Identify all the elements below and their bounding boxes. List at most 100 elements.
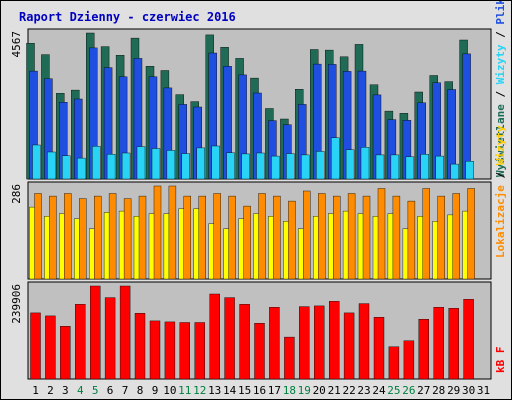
bar-lokalizacje-day-30 [467, 188, 475, 280]
day-label-12: 12 [193, 384, 206, 397]
legend-mid-part-2: Wizyty [494, 125, 507, 165]
day-label-3: 3 [62, 384, 69, 397]
bar-pliki-day-4 [77, 157, 86, 180]
y-max-label: 286 [10, 184, 23, 204]
panel-3: 239906 [10, 281, 492, 380]
day-labels: 1 2 3 4 5 6 7 8 9 10 11 12 13 14 15 16 17 18 19 20 21 22 23 24 2… [32, 384, 490, 397]
bar-pliki-day-27 [420, 153, 429, 180]
bar-kb-day-6 [104, 297, 116, 380]
bar-pliki-day-1 [32, 144, 41, 180]
bar-pliki-day-24 [375, 154, 385, 180]
bar-pliki-day-13 [211, 145, 220, 180]
bar-lokalizacje-day-24 [377, 188, 386, 280]
bar-pliki-day-2 [47, 151, 56, 180]
bar-lokalizacje-day-29 [452, 193, 460, 280]
bar-lokalizacje-day-23 [362, 195, 371, 280]
legend-top-part-1: / [494, 84, 507, 104]
day-label-13: 13 [208, 384, 221, 397]
bar-pliki-day-8 [136, 146, 146, 180]
bar-lokalizacje-day-25 [392, 195, 401, 280]
bar-pliki-day-28 [435, 155, 444, 180]
bar-kb-day-5 [89, 285, 101, 380]
legend-top-part-4: Pliki [494, 1, 507, 25]
bar-kb-day-3 [60, 326, 71, 380]
day-label-2: 2 [47, 384, 54, 397]
bar-pliki-day-12 [196, 147, 206, 180]
bar-lokalizacje-day-3 [64, 193, 72, 280]
bar-lokalizacje-day-18 [288, 200, 296, 280]
bar-lokalizacje-day-13 [213, 193, 221, 280]
bar-lokalizacje-day-22 [347, 193, 356, 280]
day-label-25: 25 [387, 384, 400, 397]
legend-top-part-0: Wyświetlane [494, 104, 507, 177]
bar-kb-day-26 [403, 340, 415, 380]
bar-lokalizacje-day-17 [273, 195, 281, 280]
bar-kb-day-25 [388, 346, 400, 380]
bar-kb-day-10 [164, 321, 176, 380]
bar-pliki-day-6 [106, 153, 116, 180]
panel-2: 286 [10, 181, 492, 280]
bar-kb-day-4 [75, 304, 86, 380]
bar-pliki-day-9 [151, 148, 161, 180]
day-label-9: 9 [152, 384, 159, 397]
bar-lokalizacje-day-12 [198, 195, 207, 280]
bar-lokalizacje-day-20 [318, 193, 326, 280]
day-label-26: 26 [402, 384, 415, 397]
y-max-label: 4567 [10, 31, 23, 58]
day-label-22: 22 [342, 384, 355, 397]
bar-pliki-day-5 [91, 146, 101, 180]
bar-pliki-day-20 [316, 151, 325, 180]
bar-kb-day-18 [284, 336, 295, 380]
day-label-11: 11 [178, 384, 191, 397]
panel-1: 4567 [10, 28, 492, 180]
bar-kb-day-17 [269, 307, 280, 380]
day-label-14: 14 [223, 384, 237, 397]
day-label-23: 23 [357, 384, 370, 397]
bar-kb-day-22 [343, 312, 355, 380]
bar-kb-day-27 [418, 319, 429, 380]
bar-lokalizacje-day-2 [49, 195, 57, 280]
bar-kb-day-12 [194, 322, 206, 380]
bar-kb-day-19 [299, 306, 310, 380]
day-label-21: 21 [328, 384, 341, 397]
legend-top-part-3: / [494, 25, 507, 45]
bar-kb-day-15 [239, 304, 250, 380]
day-label-4: 4 [77, 384, 84, 397]
bar-pliki-day-17 [271, 155, 280, 180]
bar-lokalizacje-day-9 [153, 185, 162, 280]
chart-panels: 4567 286 239906 [10, 28, 492, 380]
bar-kb-day-8 [134, 313, 146, 380]
bar-lokalizacje-day-5 [93, 195, 102, 280]
bar-pliki-day-7 [121, 152, 131, 180]
bar-pliki-day-29 [450, 163, 459, 180]
legend-mid: Lokalizacje / Wizyty [494, 125, 507, 258]
legend-top: Wyświetlane / Wizyty / Pliki / Wywołania [494, 1, 507, 177]
day-label-19: 19 [298, 384, 311, 397]
bar-pliki-day-18 [286, 153, 295, 180]
bar-kb-day-2 [45, 315, 56, 380]
bar-kb-day-7 [119, 285, 131, 380]
legend-mid-part-0: Lokalizacje [494, 185, 507, 258]
bar-strony-day-30 [462, 53, 471, 180]
day-label-8: 8 [137, 384, 144, 397]
day-label-17: 17 [268, 384, 281, 397]
day-label-16: 16 [253, 384, 266, 397]
bar-lokalizacje-day-14 [228, 195, 236, 280]
bar-kb-day-1 [30, 312, 41, 380]
bar-kb-day-28 [433, 307, 444, 380]
bar-kb-day-24 [373, 317, 385, 380]
day-label-20: 20 [313, 384, 326, 397]
day-label-31: 31 [477, 384, 490, 397]
bar-lokalizacje-day-27 [422, 188, 430, 280]
bar-lokalizacje-day-11 [183, 195, 192, 280]
bar-lokalizacje-day-10 [168, 185, 177, 280]
bar-kb-day-14 [224, 297, 235, 380]
day-label-18: 18 [283, 384, 296, 397]
day-label-6: 6 [107, 384, 114, 397]
bar-kb-day-13 [209, 293, 220, 380]
bar-lokalizacje-day-19 [303, 190, 311, 280]
bar-pliki-day-26 [405, 156, 415, 180]
y-max-label: 239906 [10, 284, 23, 324]
